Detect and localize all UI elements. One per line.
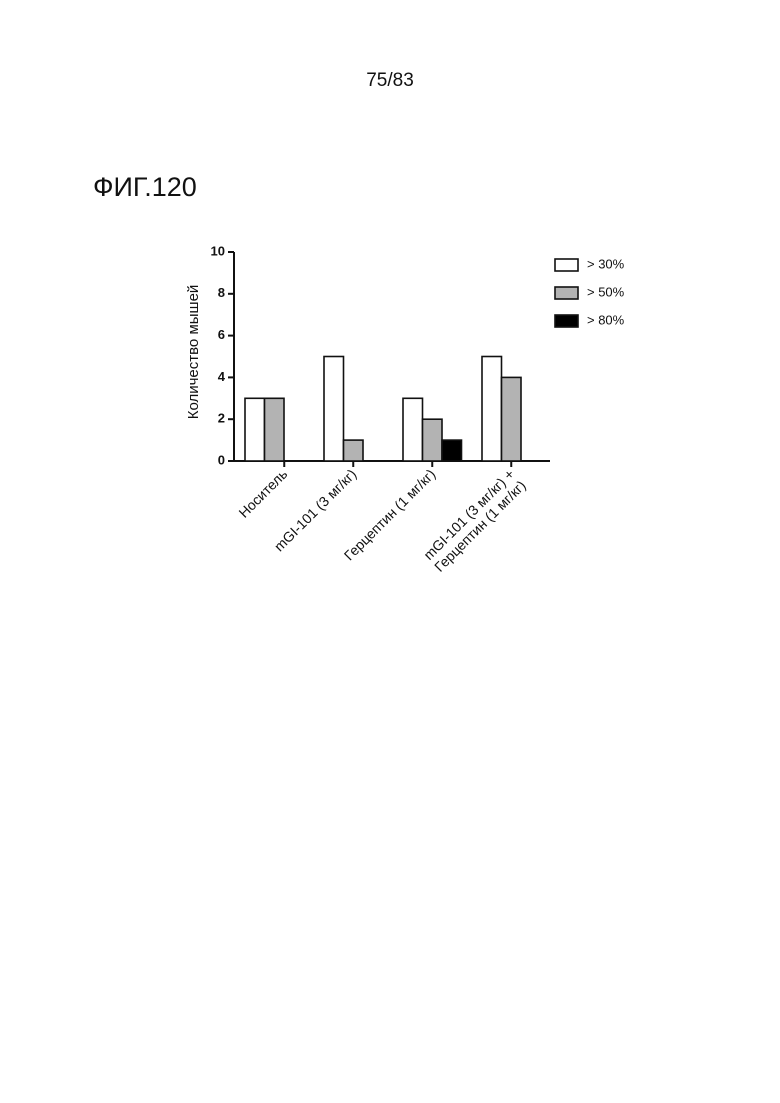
bar: [245, 398, 265, 461]
y-tick-label: 6: [218, 327, 225, 342]
y-tick-label: 4: [218, 369, 226, 384]
bar: [423, 419, 443, 461]
y-tick-label: 2: [218, 411, 225, 426]
bar: [502, 377, 522, 461]
x-tick-label: mGI-101 (3 мг/кг) +Герцептин (1 мг/кг): [420, 466, 529, 575]
bar: [442, 440, 462, 461]
figure-label: ФИГ.120: [93, 172, 197, 202]
legend-swatch: [555, 259, 578, 271]
y-tick-label: 0: [218, 452, 225, 467]
legend-swatch: [555, 287, 578, 299]
page: 75/83 ФИГ.120 Количество мышей 0 2 4 6 8 10 Но…: [0, 0, 780, 1103]
y-axis-label: Количество мышей: [185, 285, 202, 420]
bar: [344, 440, 364, 461]
legend-label: > 30%: [587, 256, 625, 271]
y-tick-label: 10: [211, 243, 225, 258]
y-tick-label: 8: [218, 285, 225, 300]
bar: [482, 357, 502, 462]
page-number: 75/83: [366, 70, 414, 91]
legend-swatch: [555, 315, 578, 327]
bar: [403, 398, 423, 461]
bar: [324, 357, 344, 462]
legend-label: > 50%: [587, 284, 625, 299]
x-tick-label: Носитель: [235, 466, 290, 521]
bar: [265, 398, 285, 461]
legend-label: > 80%: [587, 312, 625, 327]
